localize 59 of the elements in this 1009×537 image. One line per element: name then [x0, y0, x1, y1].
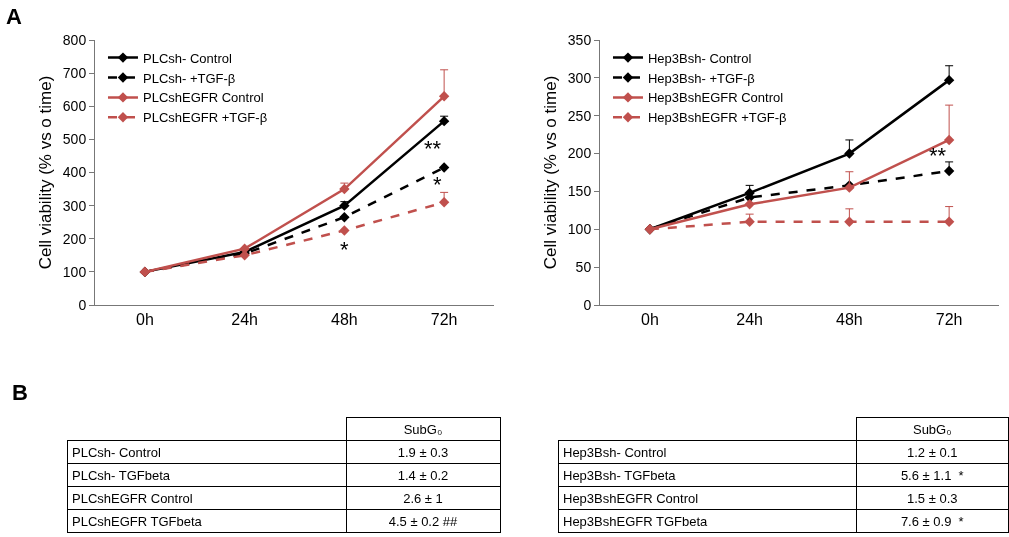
legend-label: Hep3Bsh- +TGF-β — [647, 70, 755, 86]
category-label: Hep3BshEGFR TGFbeta — [558, 509, 857, 533]
x-tick-label: 24h — [231, 311, 258, 329]
annotation: ** — [424, 136, 442, 161]
text: 4.5 ± 0.2 ## — [388, 513, 458, 529]
text: 1.4 ± 0.2 — [397, 467, 449, 483]
x-tick-label: 48h — [331, 311, 358, 329]
legend-label: PLCshEGFR Control — [142, 90, 264, 106]
text: 2.6 ± 1 — [403, 490, 443, 506]
category-label: PLCshEGFR TGFbeta — [67, 509, 346, 533]
text: B — [12, 380, 28, 406]
legend-label: Hep3BshEGFR Control — [647, 90, 784, 106]
y-tick-label: 0 — [583, 296, 592, 313]
y-tick-label: 250 — [567, 107, 592, 124]
text: SubG₀ — [346, 417, 500, 441]
legend-label: Hep3BshEGFR +TGF-β — [647, 110, 787, 126]
y-tick-label: 50 — [575, 259, 592, 276]
text: 1.2 ± 0.1 — [907, 444, 958, 460]
legend-label: PLCsh- +TGF-β — [142, 70, 236, 86]
y-tick-label: 700 — [62, 65, 87, 82]
category-label: PLCshEGFR Control — [67, 486, 346, 510]
x-tick-label: 0h — [640, 311, 659, 329]
annotation: * — [433, 172, 442, 197]
y-tick-label: 400 — [62, 164, 87, 181]
text: 7.6 ± 0.9 * — [900, 513, 964, 529]
text: 1.5 ± 0.3 — [907, 490, 958, 506]
category-label: Hep3Bsh- Control — [558, 440, 857, 464]
y-tick-label: 500 — [62, 131, 87, 148]
category-label: PLCsh- TGFbeta — [67, 463, 346, 487]
category-label: PLCsh- Control — [67, 440, 346, 464]
x-tick-label: 24h — [736, 311, 763, 329]
x-tick-label: 0h — [135, 311, 154, 329]
annotation: * — [340, 237, 349, 262]
y-tick-label: 200 — [567, 145, 592, 162]
y-tick-label: 100 — [62, 263, 87, 280]
x-tick-label: 72h — [935, 311, 963, 329]
y-tick-label: 300 — [62, 197, 87, 214]
y-tick-label: 200 — [62, 230, 87, 247]
y-tick-label: 100 — [567, 221, 592, 238]
y-tick-label: 0 — [78, 296, 87, 313]
y-tick-label: 600 — [62, 98, 87, 115]
legend-label: PLCshEGFR +TGF-β — [142, 110, 268, 126]
x-tick-label: 48h — [836, 311, 863, 329]
y-axis-title: Cell viability (% vs o time) — [36, 75, 55, 270]
y-tick-label: 150 — [567, 183, 592, 200]
y-tick-label: 800 — [62, 31, 87, 48]
x-tick-label: 72h — [430, 311, 458, 329]
category-label: Hep3BshEGFR Control — [558, 486, 857, 510]
y-axis-title: Cell viability (% vs o time) — [541, 75, 560, 270]
text: 1.9 ± 0.3 — [397, 444, 449, 460]
legend-label: Hep3Bsh- Control — [647, 50, 752, 66]
annotation: ** — [929, 143, 947, 168]
category-label: Hep3Bsh- TGFbeta — [558, 463, 857, 487]
text: 5.6 ± 1.1 * — [900, 467, 964, 483]
text: SubG₀ — [856, 417, 1009, 441]
y-tick-label: 350 — [567, 31, 592, 48]
legend-label: PLCsh- Control — [142, 50, 232, 66]
chart-title: A — [6, 4, 23, 30]
y-tick-label: 300 — [567, 69, 592, 86]
